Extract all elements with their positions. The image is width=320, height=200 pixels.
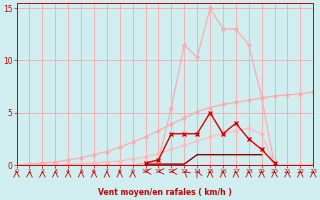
- X-axis label: Vent moyen/en rafales ( km/h ): Vent moyen/en rafales ( km/h ): [98, 188, 232, 197]
